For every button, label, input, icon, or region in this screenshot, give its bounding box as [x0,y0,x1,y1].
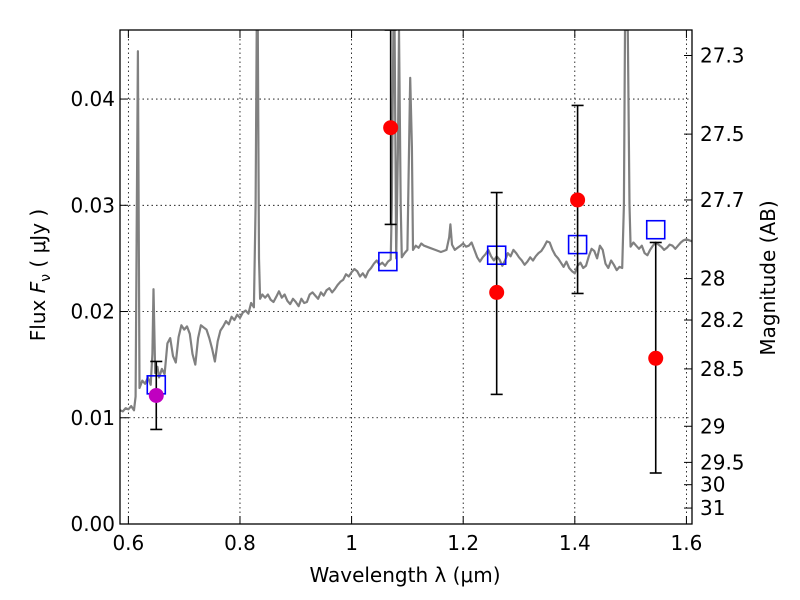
right-tick-label: 30 [700,473,725,497]
right-tick-label: 31 [700,496,725,520]
x-tick-label: 1 [345,531,358,555]
x-tick-label: 0.6 [112,531,144,555]
spectrum-line [120,30,692,413]
observed-point [570,192,586,208]
x-tick-label: 1.4 [559,531,591,555]
observed-point [648,350,664,366]
right-tick-label: 28.5 [700,357,745,381]
y-tick-label: 0.04 [70,87,115,111]
model-square [645,219,666,240]
right-tick-label: 29.5 [700,450,745,474]
right-tick-label: 29 [700,414,725,438]
right-tick-label: 27.3 [700,43,745,67]
y-tick-label: 0.01 [70,406,115,430]
y-axis-label-right: Magnitude (AB) [756,200,780,355]
plot-area [120,30,692,474]
x-tick-label: 1.2 [447,531,479,555]
y-tick-label: 0.03 [70,193,115,217]
x-tick-label: 0.8 [224,531,256,555]
axis-tick-labels: 0.6 0.8 1 1.2 1.4 1.6 0.00 0.01 0.02 0.03 0.04 27.3… [70,43,744,555]
grid [120,30,692,525]
right-tick-label: 28 [700,267,725,291]
y-axis-label-left: Flux Fν ( μJy ) [26,209,54,341]
right-tick-label: 27.5 [700,122,745,146]
y-tick-label: 0.02 [70,300,115,324]
observed-point [148,387,164,403]
model-square [378,251,398,272]
right-tick-label: 27.7 [700,188,745,212]
y-tick-label: 0.00 [70,512,115,536]
x-axis-label: Wavelength λ (μm) [309,563,500,587]
x-tick-label: 1.6 [671,531,703,555]
axis-ticks [120,30,692,525]
observed-point [383,120,399,136]
observed-point [489,284,505,300]
plot-frame [119,29,693,525]
right-tick-label: 28.2 [700,308,745,332]
